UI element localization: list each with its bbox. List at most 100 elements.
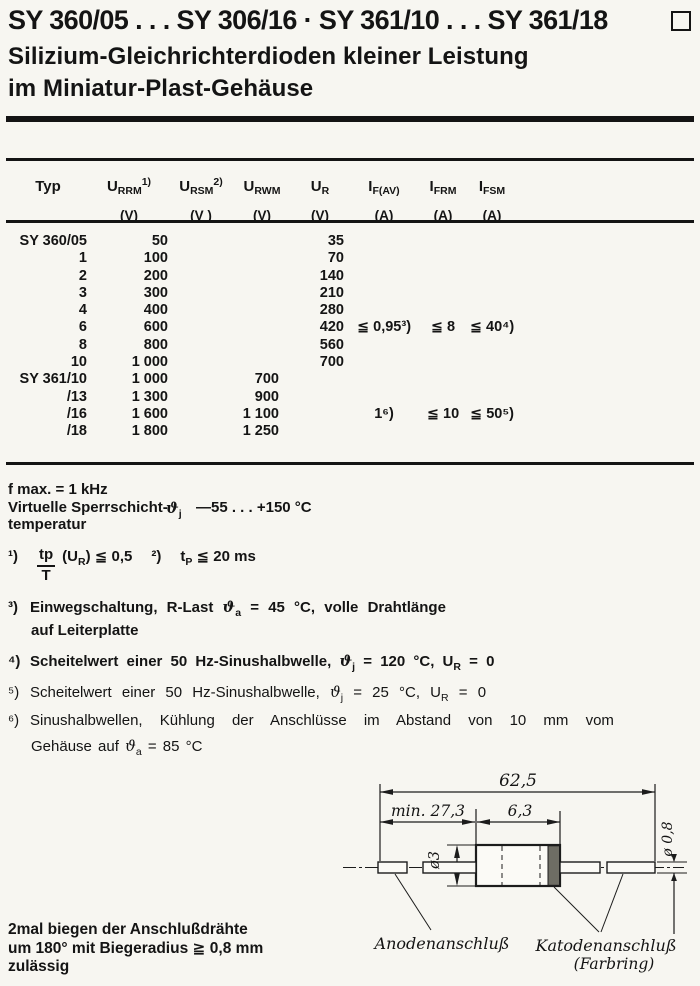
footnote-4: ⁴) Scheitelwert einer 50 Hz-Sinushalbwell… [8, 652, 495, 673]
cell-urwm [232, 233, 292, 250]
cell-ursm [170, 406, 232, 423]
cell-ursm [170, 302, 232, 319]
table-header-row: Typ URRM1) (V) URSM2) (V ) URWM (V) UR (V) IF(AV)… [8, 166, 518, 224]
cell-ifav: 1⁶) [374, 405, 394, 422]
diode-dimension-drawing: 62,5 min. 27,3 6,3 ø3 ø 0,8 Anodenanschl… [343, 771, 687, 973]
anode-terminal-label: Anodenanschluß [373, 934, 510, 953]
duty-cycle-fraction: tp T [37, 546, 56, 584]
cell-ifsm [466, 389, 518, 406]
anode-lead-inner [422, 861, 477, 874]
footnote-6-line2: Gehäuse auf ϑa = 85 °C [31, 737, 203, 758]
table-row: SY 360/05 50 35 [8, 233, 518, 250]
cell-ur: 560 [319, 336, 344, 353]
column-header: URWM (V) [243, 178, 281, 223]
footnote-5: ⁵) Scheitelwert einer 50 Hz-Sinushalbwell… [8, 683, 487, 704]
cell-ifrm [420, 285, 466, 302]
note-fmax: f max. = 1 kHz [8, 481, 108, 498]
cell-ur: 35 [327, 233, 344, 249]
cell-urwm [232, 302, 292, 319]
cell-ifsm [466, 285, 518, 302]
cell-urwm [232, 250, 292, 267]
cell-typ: 1 [78, 250, 87, 267]
cell-ur: 210 [319, 284, 344, 301]
cell-urrm: 400 [143, 302, 168, 319]
subtitle-line-2: im Miniatur-Plast-Gehäuse [8, 74, 314, 102]
column-header: URRM1) (V) [106, 176, 152, 223]
dim-lead-diameter-label: ø 0,8 [660, 821, 676, 857]
cell-ifsm [466, 233, 518, 250]
cell-ifsm [466, 354, 518, 371]
cell-ifav: ≦ 0,95³) [356, 319, 412, 336]
cell-ur: 700 [319, 354, 344, 371]
cell-urwm: 700 [254, 371, 279, 388]
dim-lead-length-label: min. 27,3 [391, 802, 465, 820]
diode-body [474, 843, 562, 888]
cell-typ: 4 [78, 302, 87, 319]
cell-ifrm [420, 389, 466, 406]
column-header: IF(AV) (A) [368, 178, 400, 223]
cell-ifav [348, 423, 420, 440]
cell-ur [292, 423, 348, 440]
cell-urrm: 1 300 [131, 388, 168, 405]
table-row: 6 600 420 ≦ 0,95³) ≦ 8 ≦ 40⁴) [8, 319, 518, 336]
cell-ifsm [466, 423, 518, 440]
table-rule-bottom [6, 462, 694, 465]
cell-ur [292, 389, 348, 406]
cell-urwm: 1 100 [242, 405, 279, 422]
cell-typ: 10 [70, 354, 87, 371]
cell-urrm: 200 [143, 267, 168, 284]
cell-urwm [232, 354, 292, 371]
table-row: 3 300 210 [8, 285, 518, 302]
cell-ifav [348, 302, 420, 319]
cell-ifav [348, 285, 420, 302]
cell-ur [292, 406, 348, 423]
cell-ur: 280 [319, 302, 344, 319]
cathode-leader-line-1 [553, 886, 600, 933]
cathode-terminal-label: Katodenanschluß [535, 936, 677, 955]
cell-ursm [170, 337, 232, 354]
cell-typ: /18 [66, 423, 87, 440]
cell-urrm: 50 [151, 233, 168, 249]
column-header: IFRM (A) [429, 178, 457, 223]
cell-ifrm [420, 302, 466, 319]
cell-ur [292, 371, 348, 388]
table-row: 2 200 140 [8, 268, 518, 285]
cell-typ: SY 360/05 [19, 233, 87, 249]
cell-urrm: 300 [143, 284, 168, 301]
cell-ifsm: ≦ 40⁴) [469, 319, 515, 336]
column-header: Typ [35, 178, 61, 195]
cell-ifav [348, 371, 420, 388]
cell-ursm [170, 319, 232, 336]
table-row: /16 1 600 1 100 1⁶) ≦ 10 ≦ 50⁵) [8, 406, 518, 423]
cell-typ: 8 [78, 336, 87, 353]
cell-typ: 3 [78, 284, 87, 301]
cell-urwm [232, 285, 292, 302]
cell-typ: 6 [78, 319, 87, 336]
table-rule-header [6, 220, 694, 223]
footnote-1-text: (UR) ≦ 0,5 [62, 548, 133, 568]
footnote-1-2: ¹) tp T (UR) ≦ 0,5 ²) tP ≦ 20 ms [8, 546, 256, 585]
note-temp-range: —55 . . . +150 °C [196, 499, 312, 516]
cell-typ: /16 [66, 405, 87, 422]
table-row: /18 1 800 1 250 [8, 423, 518, 440]
cell-ifav [348, 337, 420, 354]
cathode-lead-inner [559, 861, 601, 874]
note-junction-temp-line1: Virtuelle Sperrschicht- [8, 499, 168, 516]
cell-ifrm [420, 354, 466, 371]
cell-ursm [170, 389, 232, 406]
cell-ifav [348, 389, 420, 406]
cell-ifrm [420, 268, 466, 285]
table-row: 10 1 000 700 [8, 354, 518, 371]
table-row: SY 361/10 1 000 700 [8, 371, 518, 388]
footnote-2-label: ²) [151, 548, 162, 565]
cell-ifav [348, 250, 420, 267]
footnote-3: ³) Einwegschaltung, R-Last ϑa = 45 °C, vo… [8, 598, 446, 619]
page-subtitle: Silizium-Gleichrichterdioden kleiner Lei… [8, 41, 529, 104]
cell-ur: 70 [327, 250, 344, 267]
column-header: IFSM (A) [478, 178, 506, 223]
bend-note-line1: 2mal biegen der Anschlußdrähte [8, 921, 248, 938]
cell-typ: 2 [78, 267, 87, 284]
cell-ursm [170, 354, 232, 371]
cell-ursm [170, 250, 232, 267]
